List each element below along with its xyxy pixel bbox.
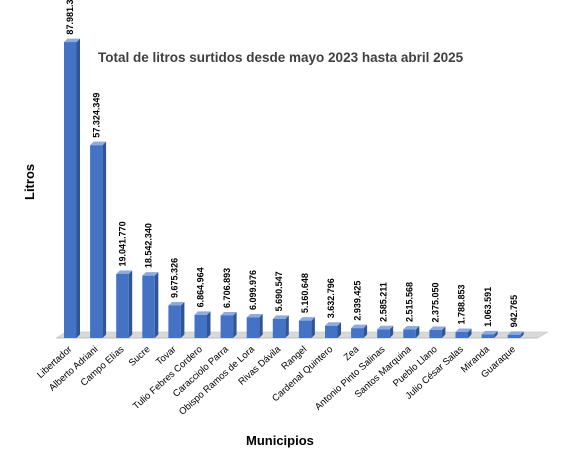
data-label: 87.981.323 [65,0,75,35]
bar [194,314,207,338]
bar [351,328,364,338]
bar-side [207,311,211,338]
bar-top [194,311,211,315]
bar-side [415,326,420,338]
bar [246,317,260,338]
bar-top [455,328,472,332]
data-label: 19.041.770 [117,221,127,266]
bar [429,330,442,338]
bar-side [259,313,263,338]
bar [220,315,234,338]
bar-top [298,317,315,321]
bar-top [272,315,289,319]
bar-top [507,331,524,335]
bar-top [429,326,446,331]
bar-top [403,326,420,330]
bar [142,275,155,338]
bar-side [180,301,185,338]
bar-side [154,272,159,338]
bar [298,320,312,338]
data-label: 6.099.976 [248,270,258,310]
data-label: 942.765 [509,295,519,328]
bar [168,305,181,338]
bar [377,329,390,338]
data-label: 2.515.568 [405,282,415,322]
bar [507,334,521,338]
data-label: 5.160.648 [300,273,310,313]
bar [64,42,77,338]
bar-side [285,315,289,338]
x-tick-label: Zea [342,344,362,364]
data-label: 2.939.425 [352,281,362,321]
bar-side [128,270,133,338]
bar-top [351,324,368,329]
bar-side [337,322,341,338]
data-label: 3.632.796 [326,278,336,318]
bar-side [311,317,315,338]
data-label: 1.788.853 [457,284,467,324]
bar-top [168,301,185,306]
data-label: 2.585.211 [378,282,388,322]
bar-top [116,270,133,274]
bar-side [468,328,472,338]
data-label: 57.324.349 [91,93,101,138]
bar-side [76,38,80,338]
bar-top [64,38,80,43]
bar-top [142,272,159,276]
data-label: 6.864.964 [196,267,206,307]
x-tick-label: Sucre [127,344,153,369]
bar [272,318,286,338]
bar-side [520,331,524,338]
data-label: 9.675.326 [170,258,180,298]
bar-side [441,326,446,338]
bar-top [90,141,107,146]
bar-side [389,325,394,338]
bar-top [481,330,498,335]
bar [116,273,129,338]
bar-top [377,325,394,330]
bar-side [102,141,107,338]
data-label: 5.690.547 [274,271,284,311]
bar-side [494,330,498,338]
bar [455,331,468,338]
data-label: 1.063.591 [483,287,493,327]
bar-side [363,324,368,338]
x-axis-title: Municipios [246,433,314,448]
data-label: 18.542.340 [144,223,154,268]
data-label: 6.706.893 [222,268,232,308]
bar-top [325,322,341,326]
data-label: 2.375.050 [431,282,441,322]
bar-top [220,311,237,316]
bar [325,325,338,338]
bar-side [233,311,237,338]
bar [481,334,495,338]
bar-top [246,313,263,318]
chart-title: Total de litros surtidos desde mayo 2023… [98,50,464,65]
bar [403,329,416,338]
bar [90,145,103,338]
